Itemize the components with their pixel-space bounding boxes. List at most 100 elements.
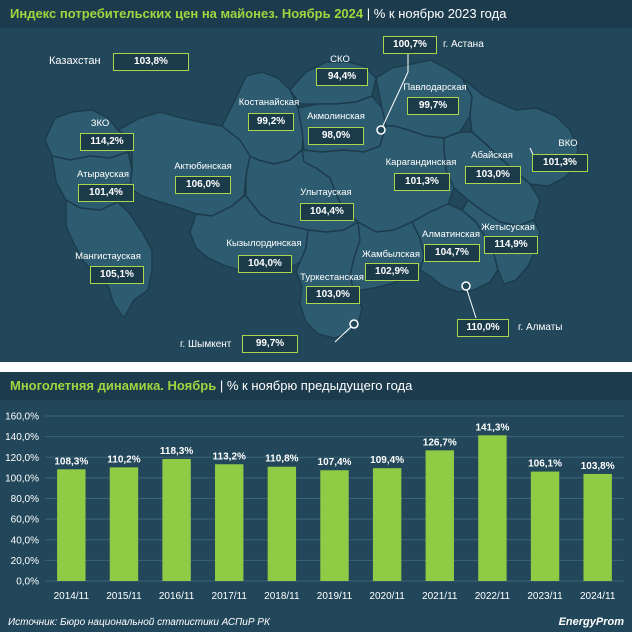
bar <box>425 450 454 581</box>
bar <box>583 473 612 581</box>
region-value-kyzylorda: 104,0% <box>238 255 292 273</box>
region-label-zhetysu: Жетысуская <box>481 222 535 233</box>
region-label-almaty: Алматинская <box>422 229 480 240</box>
chart-title: Многолетняя динамика. Ноябрь <box>10 378 217 393</box>
region-label-mangystau: Мангистауская <box>75 251 141 262</box>
kazakhstan-value: 103,8% <box>113 53 189 71</box>
y-tick-label: 60,0% <box>11 515 39 526</box>
region-value-zhambyl: 102,9% <box>365 263 419 281</box>
map-panel: Индекс потребительских цен на майонез. Н… <box>0 0 632 362</box>
footer: Источник: Бюро национальной статистики А… <box>0 615 632 632</box>
y-tick-label: 140,0% <box>5 432 39 443</box>
bar-value-label: 110,8% <box>265 454 298 465</box>
chart-subtitle: | % к ноябрю предыдущего года <box>219 378 413 393</box>
shymkent-marker <box>349 319 359 329</box>
bar-value-label: 113,2% <box>213 451 246 462</box>
bar-value-label: 110,2% <box>107 454 140 465</box>
region-label-aktobe: Актюбинская <box>174 161 232 172</box>
region-value-akmola: 98,0% <box>308 127 364 145</box>
region-label-atyrau: Атырауская <box>77 169 129 180</box>
bar <box>372 468 402 581</box>
chart-header: Многолетняя динамика. Ноябрь | % к ноябр… <box>0 372 632 400</box>
map-region-mangystau <box>65 199 153 319</box>
region-value-ulytau: 104,4% <box>300 203 354 221</box>
y-tick-label: 160,0% <box>5 412 39 423</box>
bar-value-label: 126,7% <box>423 437 457 448</box>
bar <box>215 464 244 581</box>
energyprom-logo: EnergyProm <box>558 616 624 628</box>
y-tick-label: 120,0% <box>5 453 39 464</box>
region-value-atyrau: 101,4% <box>78 184 134 202</box>
map-subtitle: | % к ноябрю 2023 года <box>366 6 507 21</box>
region-label-ulytau: Улытауская <box>300 187 352 198</box>
city-value-astana: 100,7% <box>383 36 437 54</box>
x-tick-label: 2018/11 <box>264 591 300 602</box>
region-label-kostanay: Костанайская <box>238 97 300 108</box>
city-label-astana: г. Астана <box>443 39 484 50</box>
bar-value-label: 109,4% <box>370 455 404 466</box>
bar <box>320 470 349 581</box>
bar <box>478 435 507 581</box>
bar-value-label: 103,8% <box>581 461 615 472</box>
bar-value-label: 118,3% <box>160 446 193 457</box>
region-value-almaty: 104,7% <box>424 244 480 262</box>
region-label-zhambyl: Жамбылская <box>362 249 420 260</box>
bar <box>109 467 139 581</box>
region-label-pavlodar: Павлодарская <box>403 82 467 93</box>
almaty-marker <box>461 281 471 291</box>
x-tick-label: 2021/11 <box>422 591 458 602</box>
x-tick-label: 2017/11 <box>212 591 248 602</box>
region-value-aktobe: 106,0% <box>175 176 231 194</box>
map-header: Индекс потребительских цен на майонез. Н… <box>0 0 632 28</box>
bar-value-label: 107,4% <box>318 457 352 468</box>
x-tick-label: 2024/11 <box>580 591 616 602</box>
city-value-shymkent: 99,7% <box>242 335 298 353</box>
y-tick-label: 0,0% <box>16 577 39 588</box>
region-value-kostanay: 99,2% <box>248 113 294 131</box>
region-label-akmola: Акмолинская <box>307 111 365 122</box>
chart-panel: Многолетняя динамика. Ноябрь | % к ноябр… <box>0 372 632 615</box>
city-label-almaty: г. Алматы <box>518 322 563 333</box>
map-title: Индекс потребительских цен на майонез. Н… <box>10 6 364 21</box>
x-tick-label: 2020/11 <box>369 591 405 602</box>
x-tick-label: 2015/11 <box>106 591 142 602</box>
kazakhstan-label: Казахстан <box>49 55 101 67</box>
region-label-abay: Абайская <box>471 150 513 161</box>
region-label-vko: ВКО <box>558 138 578 149</box>
map-title-line: Индекс потребительских цен на майонез. Н… <box>10 6 506 21</box>
region-value-mangystau: 105,1% <box>90 266 144 284</box>
kazakhstan-map <box>44 52 579 343</box>
x-tick-label: 2014/11 <box>54 591 90 602</box>
city-value-almaty: 110,0% <box>457 319 509 337</box>
region-value-turkestan: 103,0% <box>306 286 360 304</box>
source-note: Источник: Бюро национальной статистики А… <box>8 617 270 628</box>
chart-title-line: Многолетняя динамика. Ноябрь | % к ноябр… <box>10 378 412 393</box>
region-label-turkestan: Туркестанская <box>300 272 364 283</box>
region-value-pavlodar: 99,7% <box>407 97 459 115</box>
region-label-karaganda: Карагандинская <box>385 157 457 168</box>
region-label-sko: СКО <box>330 54 350 65</box>
y-tick-label: 20,0% <box>11 556 39 567</box>
bar <box>530 471 560 581</box>
y-tick-label: 80,0% <box>11 494 39 505</box>
region-label-kyzylorda: Кызылординская <box>226 238 302 249</box>
x-tick-label: 2022/11 <box>475 591 511 602</box>
x-tick-label: 2016/11 <box>159 591 195 602</box>
bar <box>267 466 297 581</box>
region-value-zhetysu: 114,9% <box>484 236 538 254</box>
region-value-vko: 101,3% <box>532 154 588 172</box>
bar-value-label: 141,3% <box>475 422 509 433</box>
y-tick-label: 100,0% <box>5 473 39 484</box>
bar-value-label: 106,1% <box>528 459 562 470</box>
bar-value-label: 108,3% <box>54 456 88 467</box>
region-value-sko: 94,4% <box>316 68 368 86</box>
region-value-karaganda: 101,3% <box>394 173 450 191</box>
city-label-shymkent: г. Шымкент <box>180 339 232 350</box>
x-tick-label: 2019/11 <box>317 591 353 602</box>
astana-marker <box>376 125 386 135</box>
bar <box>57 469 86 581</box>
region-value-abay: 103,0% <box>465 166 521 184</box>
region-value-zko: 114,2% <box>80 133 134 151</box>
bar <box>162 459 191 581</box>
bar-chart: 0,0% 20,0% 40,0% 60,0% 80,0% 100,0% 120,0% 140,… <box>5 412 624 602</box>
